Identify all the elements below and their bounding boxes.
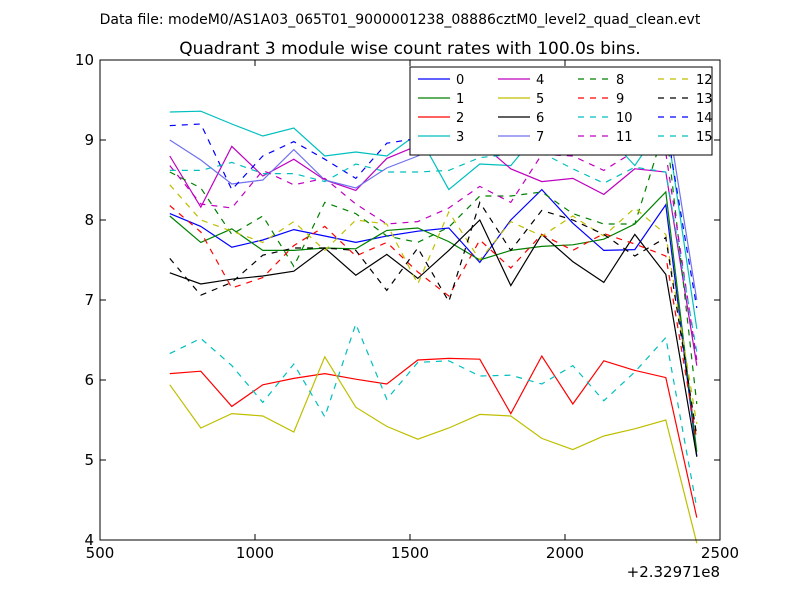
legend-label-11: 11	[616, 130, 633, 145]
legend-label-13: 13	[696, 92, 713, 107]
legend-label-2: 2	[456, 111, 464, 126]
series-line-0	[169, 188, 698, 457]
legend-label-8: 8	[616, 73, 624, 88]
legend-label-12: 12	[696, 73, 713, 88]
series-line-2	[169, 354, 698, 518]
legend-label-10: 10	[616, 111, 633, 126]
legend-label-15: 15	[696, 130, 713, 145]
legend-box	[409, 66, 713, 156]
series-line-5	[169, 355, 698, 544]
y-tick-label: 9	[84, 131, 94, 149]
y-tick-label: 5	[84, 451, 94, 469]
series-lines-layer	[169, 104, 698, 544]
series-line-15	[169, 152, 698, 353]
data-file-caption: Data file: modeM0/AS1A03_065T01_90000012…	[100, 12, 701, 28]
y-tick-label: 4	[84, 531, 94, 549]
legend-label-1: 1	[456, 92, 464, 107]
y-tick-label: 8	[84, 211, 94, 229]
legend-label-0: 0	[456, 73, 464, 88]
series-line-1	[169, 190, 698, 453]
series-line-11	[169, 150, 698, 361]
x-offset-label: +2.32971e8	[627, 563, 720, 581]
x-tick-label: 1000	[236, 544, 274, 562]
legend-label-7: 7	[536, 130, 544, 145]
legend-label-3: 3	[456, 130, 464, 145]
legend-label-5: 5	[536, 92, 544, 107]
x-tick-label: 2000	[546, 544, 584, 562]
y-tick-label: 6	[84, 371, 94, 389]
legend-label-14: 14	[696, 111, 713, 126]
series-line-8	[169, 124, 698, 405]
series-line-12	[169, 184, 698, 425]
x-tick-label: 2500	[701, 544, 739, 562]
x-tick-label: 1500	[391, 544, 429, 562]
series-line-6	[169, 218, 698, 457]
series-line-13	[169, 200, 698, 437]
chart-title: Quadrant 3 module wise count rates with …	[179, 39, 640, 59]
x-tick-label: 500	[86, 544, 115, 562]
legend-label-9: 9	[616, 92, 624, 107]
y-tick-label: 10	[75, 51, 94, 69]
legend-label-6: 6	[536, 111, 544, 126]
series-line-10	[169, 322, 698, 509]
legend-label-4: 4	[536, 73, 544, 88]
y-tick-label: 7	[84, 291, 94, 309]
series-line-9	[169, 205, 698, 441]
